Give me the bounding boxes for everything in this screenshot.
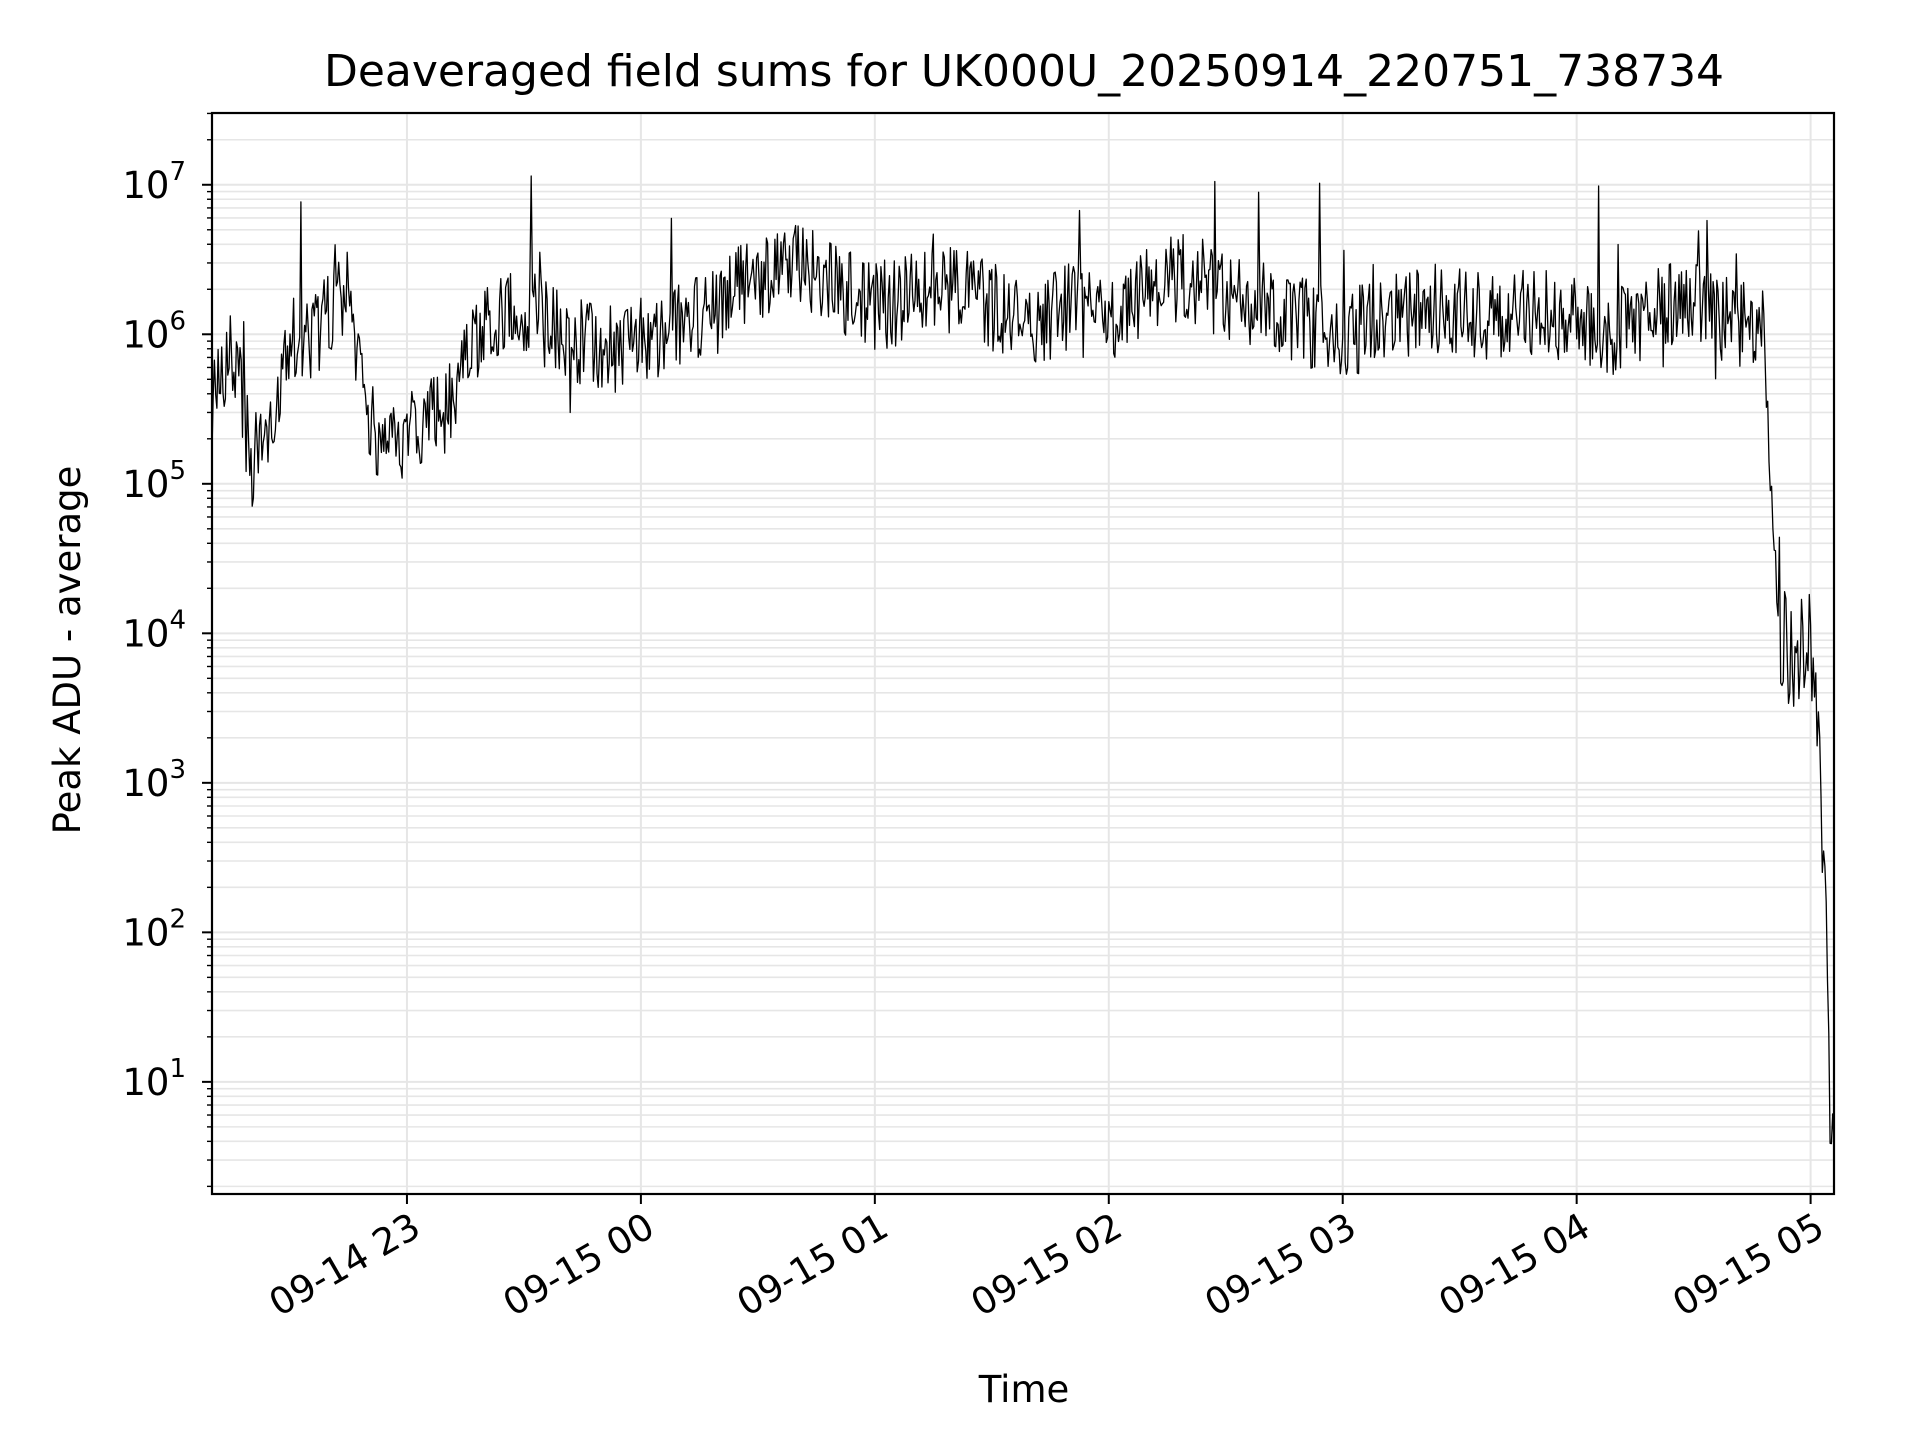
y-tick-exponent: 1 [169, 1054, 186, 1084]
y-tick-base: 10 [122, 911, 169, 954]
y-tick-base: 10 [122, 463, 169, 506]
y-tick-label: 107 [122, 157, 186, 207]
y-tick-exponent: 6 [169, 306, 186, 336]
y-tick-base: 10 [122, 762, 169, 805]
y-tick-base: 10 [122, 313, 169, 356]
y-tick-label: 101 [122, 1054, 186, 1104]
series-line [211, 175, 1835, 1145]
series-layer [211, 175, 1835, 1145]
y-tick-exponent: 2 [169, 904, 186, 934]
x-axis-label: Time [978, 1368, 1070, 1411]
plot-frame [210, 111, 1836, 1196]
y-tick-base: 10 [122, 612, 169, 655]
y-tick-label: 105 [122, 456, 186, 506]
y-tick-label: 103 [122, 755, 186, 805]
y-tick-exponent: 3 [169, 755, 186, 785]
y-tick-label: 106 [122, 306, 186, 356]
y-tick-label: 102 [122, 904, 186, 954]
y-tick-exponent: 7 [169, 157, 186, 187]
y-tick-base: 10 [122, 1061, 169, 1104]
chart-title: Deaveraged field sums for UK000U_2025091… [324, 46, 1724, 97]
y-tick-exponent: 5 [169, 456, 186, 486]
y-tick-exponent: 4 [169, 605, 186, 635]
y-axis-label: Peak ADU - average [46, 466, 89, 835]
grid [212, 112, 1834, 1194]
y-tick-base: 10 [122, 164, 169, 207]
y-tick-label: 104 [122, 605, 186, 655]
